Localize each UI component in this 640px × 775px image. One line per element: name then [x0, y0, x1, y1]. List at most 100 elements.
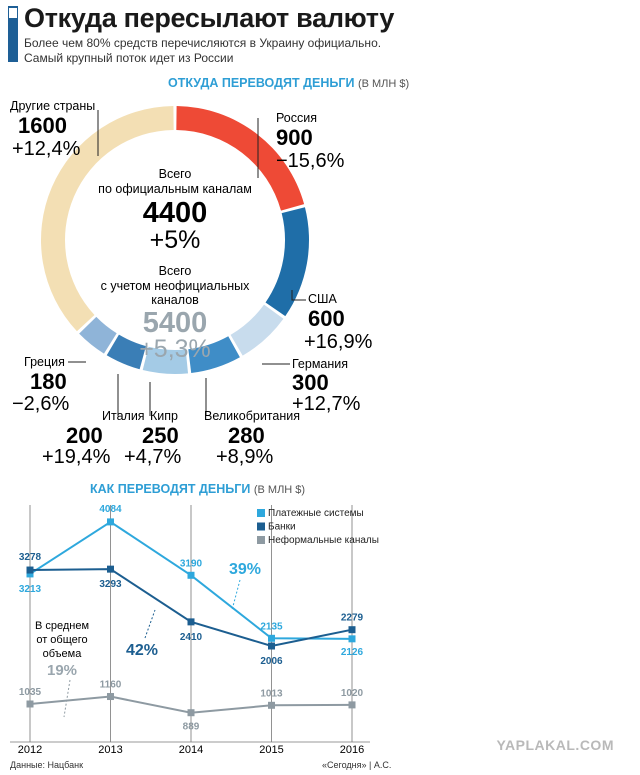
donut-slice-7	[41, 106, 174, 332]
series-2-point-1	[107, 693, 114, 701]
slice-value-0: 900	[276, 125, 313, 150]
footer-credit: «Сегодня» | А.С.	[322, 760, 392, 770]
slice-change-2: +12,7%	[292, 393, 361, 415]
slice-name-2: Германия	[292, 357, 348, 371]
series-1-label-2: 2410	[180, 632, 203, 643]
slice-value-7: 1600	[18, 113, 67, 138]
series-2-label-0: 1035	[19, 687, 42, 698]
series-2-label-3: 1013	[260, 688, 283, 699]
slice-change-3: +8,9%	[216, 446, 273, 468]
center-change-2: +5,3%	[139, 335, 211, 363]
series-0-label-2: 3190	[180, 558, 203, 569]
series-0-label-0: 3213	[19, 584, 42, 595]
series-2-label-1: 1160	[100, 680, 122, 691]
series-0-point-3	[268, 634, 275, 642]
series-2-point-4	[348, 701, 356, 709]
donut-center: Всего по официальным каналам 4400 +5% Вс…	[98, 167, 252, 363]
slice-change-0: −15,6%	[276, 150, 345, 172]
series-1-label-4: 2279	[341, 613, 364, 624]
slice-name-0: Россия	[276, 111, 317, 125]
series-2-point-3	[268, 701, 275, 709]
donut-slice-0	[176, 106, 305, 211]
series-1-point-0	[26, 566, 34, 574]
legend-swatch-2	[257, 536, 265, 544]
series-0-point-4	[348, 635, 356, 643]
slice-value-5: 200	[66, 423, 103, 448]
line-section-title-text: КАК ПЕРЕВОДЯТ ДЕНЬГИ	[90, 482, 251, 496]
series-2-label-2: 889	[183, 722, 200, 733]
line-section-title: КАК ПЕРЕВОДЯТ ДЕНЬГИ (В МЛН $)	[90, 482, 305, 496]
payments-leader	[231, 579, 241, 611]
legend-label-1: Банки	[268, 522, 296, 533]
annotation-line-3: объема	[43, 648, 83, 660]
year-label-2014: 2014	[179, 744, 203, 756]
slice-value-3: 280	[228, 423, 265, 448]
legend-swatch-0	[257, 509, 265, 517]
annotation-pct: 19%	[47, 662, 77, 679]
donut-chart	[41, 106, 309, 374]
series-1-label-1: 3293	[99, 579, 122, 590]
slice-name-3: Великобритания	[204, 409, 300, 423]
center-total: 4400	[143, 197, 208, 229]
donut-slice-1	[265, 207, 309, 317]
series-1-point-1	[107, 565, 114, 573]
footer-source: Данные: Нацбанк	[10, 760, 84, 770]
slice-change-5: +19,4%	[42, 446, 111, 468]
line-section-unit: (В МЛН $)	[253, 484, 306, 496]
slice-name-4: Кипр	[150, 409, 178, 423]
year-label-2015: 2015	[259, 744, 283, 756]
year-label-2013: 2013	[98, 744, 122, 756]
legend-swatch-1	[257, 522, 265, 531]
series-0-point-2	[187, 571, 195, 579]
donut-section-unit: (В МЛН $)	[357, 78, 410, 90]
donut-slice-3	[188, 336, 240, 374]
series-1-point-2	[187, 618, 195, 626]
series-0-label-3: 2135	[260, 621, 283, 632]
donut-slice-5	[106, 334, 146, 370]
annotation-line-1: В среднем	[35, 620, 89, 632]
center-label-4: с учетом неофициальных	[101, 279, 250, 293]
series-2-point-0	[26, 700, 34, 708]
slice-value-4: 250	[142, 423, 179, 448]
slice-change-6: −2,6%	[12, 393, 69, 415]
center-change: +5%	[150, 226, 201, 254]
year-label-2016: 2016	[340, 744, 364, 756]
center-label-2: по официальным каналам	[98, 182, 252, 196]
series-0-point-0	[26, 570, 34, 578]
annotation-payments-pct: 39%	[229, 561, 261, 578]
donut-slice-4	[142, 346, 189, 374]
annotation-banks-pct: 42%	[126, 642, 158, 659]
line-annotation: В среднем от общего объема 19% 42% 39%	[35, 561, 261, 718]
slice-name-1: США	[308, 292, 337, 306]
series-0-label-1: 4084	[99, 504, 122, 515]
legend-label-0: Платежные системы	[268, 508, 364, 519]
center-label-3: Всего	[159, 264, 192, 278]
donut-slice-2	[230, 304, 284, 356]
slice-name-5: Италия	[102, 409, 145, 423]
slice-change-7: +12,4%	[12, 138, 81, 160]
center-label-1: Всего	[159, 167, 192, 181]
header-accent-bar	[8, 6, 18, 62]
slice-change-1: +16,9%	[304, 331, 373, 353]
center-label-5: каналов	[151, 293, 199, 307]
legend-label-2: Неформальные каналы	[268, 534, 379, 546]
annotation-leader	[63, 679, 71, 718]
donut-section-title-text: ОТКУДА ПЕРЕВОДЯТ ДЕНЬГИ	[168, 76, 355, 90]
donut-labels: Россия900−15,6%США600+16,9%Германия300+1…	[10, 99, 373, 468]
page-title: Откуда пересылают валюту	[24, 3, 395, 33]
series-2-point-2	[187, 709, 195, 717]
series-1-point-3	[268, 642, 275, 650]
slice-name-6: Греция	[24, 355, 65, 369]
banks-leader	[144, 609, 156, 639]
annotation-line-2: от общего	[36, 634, 87, 646]
series-2-label-4: 1020	[341, 688, 364, 699]
slice-change-4: +4,7%	[124, 446, 181, 468]
page-subtitle: Более чем 80% средств перечисляются в Ук…	[24, 36, 382, 65]
center-total-2: 5400	[143, 307, 208, 339]
slice-name-7: Другие страны	[10, 99, 95, 113]
series-1-point-4	[348, 626, 356, 634]
slice-value-1: 600	[308, 306, 345, 331]
line-chart: 2012 2013 2014 2015 2016 3213 4084 3190 2135 2126…	[10, 504, 379, 756]
series-1-label-3: 2006	[260, 656, 283, 667]
